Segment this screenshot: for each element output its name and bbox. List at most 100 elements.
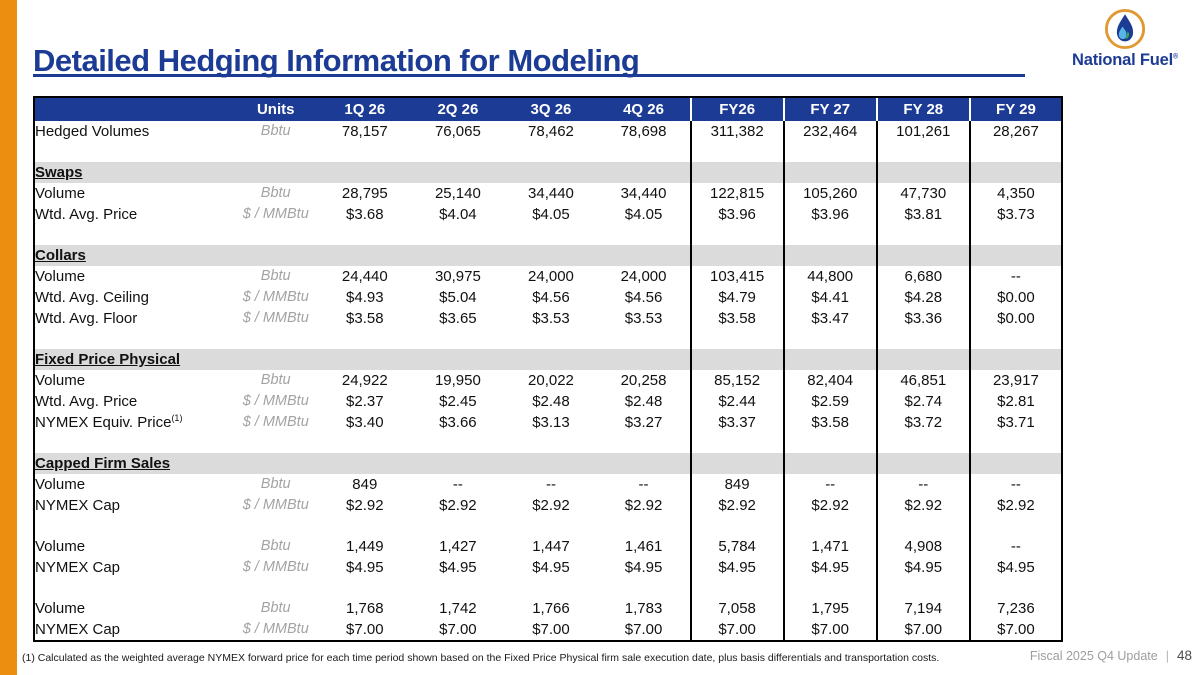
cell-3q-26: $3.53 bbox=[532, 310, 570, 327]
cell-fy-28 bbox=[875, 142, 970, 162]
cell-1q-26: 1,449 bbox=[346, 538, 384, 555]
row-units bbox=[233, 453, 319, 474]
cell-4q-26: 1,461 bbox=[624, 538, 663, 555]
cell-1q-26 bbox=[318, 162, 412, 183]
row-units: $ / MMBtu bbox=[242, 497, 309, 513]
cell-fy-28: 47,730 bbox=[875, 183, 970, 204]
cell-2q-26: 30,975 bbox=[434, 268, 481, 285]
cell-3q-26 bbox=[504, 433, 597, 453]
cell-3q-26: -- bbox=[545, 476, 556, 493]
row-label: Hedged Volumes bbox=[35, 123, 150, 140]
cell-3q-26: $4.56 bbox=[532, 289, 570, 306]
cell-fy-28: 7,194 bbox=[875, 598, 970, 619]
data-row: Volume Bbtu 849 -- -- -- 849 -- -- -- bbox=[35, 474, 1061, 495]
cell-fy-29: 28,267 bbox=[968, 121, 1061, 142]
registered-mark: ® bbox=[1173, 53, 1178, 61]
row-label: Swaps bbox=[35, 162, 234, 183]
row-label bbox=[35, 225, 233, 245]
cell-4q-26: $4.56 bbox=[624, 289, 663, 306]
cell-fy26: $2.92 bbox=[689, 495, 784, 516]
cell-fy26: $7.00 bbox=[689, 619, 784, 640]
cell-3q-26: $7.00 bbox=[532, 621, 570, 638]
cell-4q-26: 1,783 bbox=[624, 600, 663, 617]
cell-fy-29: $0.00 bbox=[968, 308, 1061, 329]
row-units bbox=[233, 225, 318, 245]
page-title: Detailed Hedging Information for Modelin… bbox=[33, 42, 640, 78]
cell-fy-28 bbox=[875, 225, 970, 245]
cell-fy-29: -- bbox=[968, 266, 1061, 287]
cell-2q-26: -- bbox=[452, 476, 463, 493]
cell-1q-26: 78,157 bbox=[341, 123, 388, 140]
section-row-collars: Collars bbox=[35, 245, 1061, 266]
column-header-3q-26: 3Q 26 bbox=[504, 98, 598, 121]
cell-fy-28: $3.81 bbox=[875, 204, 970, 225]
cell-2q-26: 1,742 bbox=[439, 600, 477, 617]
cell-fy-29: $0.00 bbox=[968, 287, 1061, 308]
cell-fy-29 bbox=[968, 142, 1061, 162]
row-units: $ / MMBtu bbox=[242, 289, 309, 305]
cell-4q-26 bbox=[597, 245, 691, 266]
cell-4q-26: $4.95 bbox=[624, 559, 663, 576]
cell-3q-26: 24,000 bbox=[528, 268, 574, 285]
cell-3q-26 bbox=[504, 329, 597, 349]
cell-fy-27: $4.95 bbox=[782, 557, 877, 578]
row-units: Bbtu bbox=[260, 476, 291, 492]
row-units bbox=[233, 329, 318, 349]
hedging-table: Units 1Q 26 2Q 26 3Q 26 4Q 26 FY26 FY 27 FY 28 F… bbox=[35, 98, 1061, 640]
cell-2q-26: $2.92 bbox=[439, 497, 477, 514]
data-row: NYMEX Equiv. Price(1) $ / MMBtu $3.40 $3.66… bbox=[35, 412, 1061, 433]
row-label: Wtd. Avg. Price bbox=[35, 206, 138, 223]
cell-fy-27: 1,795 bbox=[782, 598, 877, 619]
cell-fy-27: 1,471 bbox=[782, 536, 877, 557]
cell-2q-26: $7.00 bbox=[439, 621, 477, 638]
cell-fy-28: $3.72 bbox=[875, 412, 970, 433]
row-label: Volume bbox=[35, 538, 86, 555]
cell-2q-26 bbox=[411, 245, 505, 266]
cell-fy-28 bbox=[875, 578, 970, 598]
row-units: Bbtu bbox=[260, 185, 291, 201]
cell-4q-26 bbox=[598, 329, 691, 349]
row-label: Volume bbox=[35, 185, 86, 202]
row-units bbox=[233, 516, 318, 536]
cell-3q-26: 1,766 bbox=[532, 600, 570, 617]
cell-3q-26 bbox=[504, 225, 597, 245]
company-logo-wordmark: National Fuel® bbox=[1072, 51, 1178, 69]
cell-2q-26: $3.66 bbox=[439, 414, 477, 431]
cell-fy-27: $7.00 bbox=[782, 619, 877, 640]
row-label: Wtd. Avg. Price bbox=[35, 393, 138, 410]
cell-fy-29 bbox=[968, 433, 1061, 453]
data-row: Wtd. Avg. Price $ / MMBtu $3.68 $4.04 $4.05 $… bbox=[35, 204, 1061, 225]
cell-1q-26 bbox=[318, 453, 412, 474]
cell-fy-28: $4.95 bbox=[875, 557, 970, 578]
cell-1q-26 bbox=[318, 433, 411, 453]
column-header-1q-26: 1Q 26 bbox=[318, 98, 412, 121]
cell-1q-26: 849 bbox=[352, 476, 378, 493]
row-label: NYMEX Cap bbox=[35, 621, 121, 638]
cell-3q-26 bbox=[504, 245, 598, 266]
cell-4q-26: 20,258 bbox=[620, 372, 667, 389]
cell-fy-27: $4.41 bbox=[782, 287, 877, 308]
cell-1q-26 bbox=[318, 225, 411, 245]
cell-fy-28: 6,680 bbox=[875, 266, 970, 287]
row-label: Volume bbox=[35, 372, 86, 389]
cell-4q-26 bbox=[597, 162, 691, 183]
cell-3q-26: $2.92 bbox=[532, 497, 570, 514]
footnote-ref: (1) bbox=[171, 413, 183, 423]
cell-fy26: $2.44 bbox=[689, 391, 784, 412]
section-row-capped-firm-sales: Capped Firm Sales bbox=[35, 453, 1061, 474]
cell-3q-26 bbox=[504, 453, 598, 474]
data-row: Wtd. Avg. Price $ / MMBtu $2.37 $2.45 $2.48 $… bbox=[35, 391, 1061, 412]
cell-3q-26: $2.48 bbox=[532, 393, 570, 410]
cell-1q-26: $3.68 bbox=[346, 206, 384, 223]
row-units bbox=[233, 349, 319, 370]
cell-2q-26 bbox=[411, 142, 504, 162]
row-units bbox=[233, 162, 319, 183]
cell-fy-27 bbox=[782, 225, 877, 245]
cell-2q-26: $2.45 bbox=[439, 393, 477, 410]
flame-droplet-icon bbox=[1104, 8, 1146, 50]
spacer-row bbox=[35, 225, 1061, 245]
cell-fy-27: $3.47 bbox=[782, 308, 877, 329]
spacer-row bbox=[35, 142, 1061, 162]
cell-fy-28 bbox=[875, 453, 970, 474]
cell-1q-26 bbox=[318, 578, 411, 598]
